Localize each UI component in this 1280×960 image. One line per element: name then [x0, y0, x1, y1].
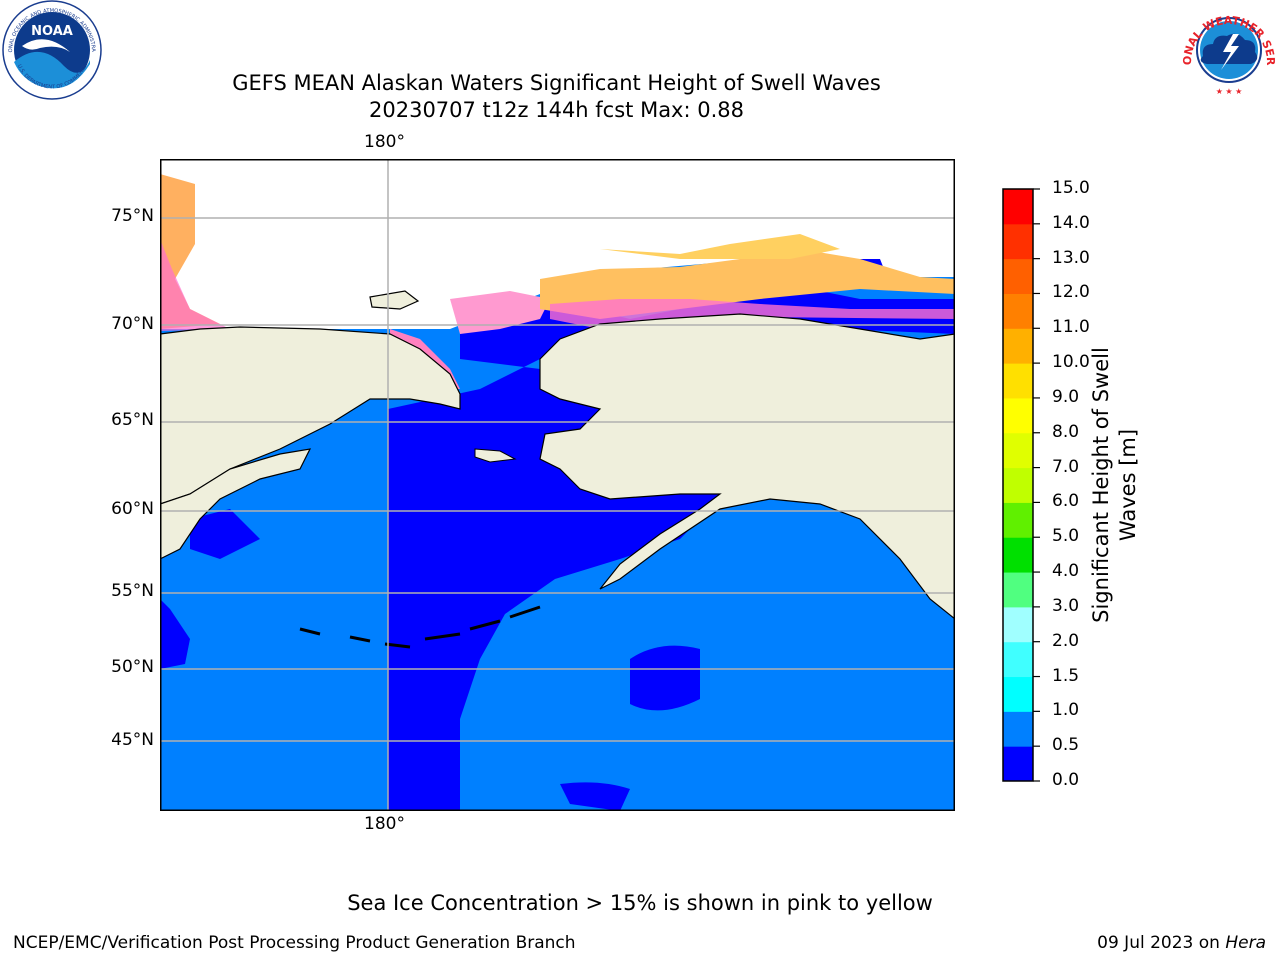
colorbar-tick-label: 1.5: [1052, 665, 1080, 686]
colorbar-segment: [1003, 746, 1033, 782]
colorbar-segment: [1003, 572, 1033, 608]
map-frame: [160, 159, 955, 811]
colorbar-segment: [1003, 258, 1033, 294]
colorbar: [1002, 188, 1040, 782]
no-data-region: [160, 159, 955, 329]
colorbar-tick-label: 0.0: [1052, 770, 1080, 790]
colorbar-frame: [1002, 188, 1034, 782]
colorbar-tick-label: 7.0: [1052, 456, 1080, 477]
map-panel: [160, 159, 955, 811]
colorbar-tick-label: 2.0: [1052, 630, 1080, 651]
colorbar-tick-label: 1.0: [1052, 700, 1080, 721]
colorbar-segment: [1003, 432, 1033, 469]
colorbar-tick-label: 15.0: [1052, 178, 1090, 198]
colorbar-tick-label: 4.0: [1052, 561, 1080, 582]
footer-date: 09 Jul 2023 on Hera: [1097, 933, 1266, 953]
colorbar-segment: [1003, 328, 1033, 364]
land-st-lawrence-island: [474, 448, 517, 463]
land-alaska: [539, 313, 955, 620]
colorbar-segment: [1003, 293, 1033, 329]
colorbar-tick-label: 13.0: [1052, 247, 1090, 268]
colorbar-segment: [1003, 676, 1033, 712]
colorbar-tick-label: 5.0: [1052, 526, 1080, 547]
footer-credit: NCEP/EMC/Verification Post Processing Pr…: [13, 933, 576, 953]
lat-label-45: 45°N: [111, 730, 154, 750]
colorbar-title-line1: Significant Height of Swell: [1089, 347, 1113, 623]
lat-label-50: 50°N: [111, 657, 154, 677]
lon-label-top: 180°: [364, 132, 405, 152]
sea-ice-chukchi-east: [450, 291, 550, 334]
colorbar-segment: [1003, 502, 1033, 538]
lat-label-75: 75°N: [111, 206, 154, 226]
colorbar-title: Significant Height of Swell Waves [m]: [1088, 275, 1142, 695]
lat-label-60: 60°N: [111, 499, 154, 519]
colorbar-segment: [1003, 537, 1033, 573]
map-title: GEFS MEAN Alaskan Waters Significant Hei…: [232, 71, 881, 95]
colorbar-segment: [1003, 467, 1033, 503]
footer-date-text: 09 Jul 2023 on: [1097, 933, 1226, 953]
map-subtitle: 20230707 t12z 144h fcst Max: 0.88: [369, 98, 744, 122]
colorbar-tick-label: 3.0: [1052, 595, 1080, 616]
lat-label-70: 70°N: [111, 314, 154, 334]
nws-star-decor: ★ ★ ★: [1216, 87, 1243, 96]
colorbar-segment: [1003, 711, 1033, 747]
sea-ice-note: Sea Ice Concentration > 15% is shown in …: [347, 891, 933, 915]
noaa-logo: NOAA NATIONAL OCEANIC AND ATMOSPHERIC AD…: [0, 0, 102, 100]
colorbar-tick-label: 9.0: [1052, 386, 1080, 407]
land-aleutian-islands: [299, 605, 541, 649]
colorbar-segment: [1003, 641, 1033, 678]
colorbar-tick-label: 6.0: [1052, 491, 1080, 512]
colorbar-tick-label: 8.0: [1052, 421, 1080, 442]
colorbar-segment: [1003, 363, 1033, 399]
colorbar-segment: [1003, 606, 1033, 643]
colorbar-tick-label: 12.0: [1052, 282, 1090, 303]
lon-label-bottom: 180°: [364, 814, 405, 834]
noaa-logo-text: NOAA: [31, 24, 73, 39]
colorbar-tick-label: 14.0: [1052, 212, 1090, 233]
nws-logo: NATIONAL WEATHER SERVICE ★ ★ ★: [1177, 0, 1277, 97]
land-wrangel-island: [369, 290, 420, 310]
colorbar-segment: [1003, 223, 1033, 260]
colorbar-tick-label: 0.5: [1052, 735, 1080, 756]
map-gridlines: [160, 159, 955, 811]
ocean-swell-0-0.5-gulf-patch: [630, 645, 700, 711]
colorbar-tick-label: 11.0: [1052, 317, 1090, 338]
ocean-swell-0-0.5: [388, 289, 955, 811]
colorbar-title-line2: Waves [m]: [1116, 428, 1140, 542]
lat-label-55: 55°N: [111, 581, 154, 601]
lat-label-65: 65°N: [111, 410, 154, 430]
footer-machine: Hera: [1225, 933, 1266, 953]
colorbar-segment: [1003, 397, 1033, 434]
land-kamchatka: [160, 448, 312, 560]
colorbar-segment: [1003, 189, 1033, 225]
colorbar-tick-label: 10.0: [1052, 352, 1090, 373]
